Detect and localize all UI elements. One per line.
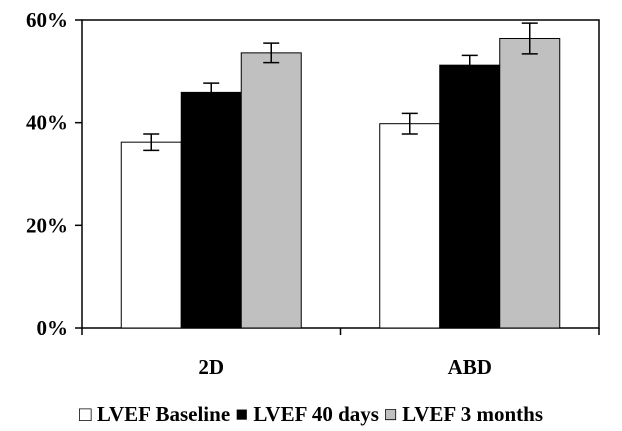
legend-swatch: ■ bbox=[230, 402, 248, 426]
legend-text: □ LVEF Baseline ■ LVEF 40 days ■ LVEF 3 … bbox=[79, 402, 543, 426]
y-tick-label: 0% bbox=[37, 316, 69, 340]
bar bbox=[120, 141, 182, 329]
x-category-label: 2D bbox=[198, 355, 224, 379]
y-tick-label: 60% bbox=[26, 8, 68, 32]
bar bbox=[379, 123, 441, 329]
bar bbox=[439, 64, 501, 329]
x-axis-categories: 2D ABD bbox=[198, 355, 492, 379]
error-bars bbox=[143, 22, 538, 152]
legend-swatch: □ bbox=[79, 402, 92, 426]
legend-label: LVEF Baseline bbox=[92, 402, 230, 426]
legend: □ LVEF Baseline ■ LVEF 40 days ■ LVEF 3 … bbox=[79, 402, 543, 427]
legend-label: LVEF 40 days bbox=[248, 402, 379, 426]
y-tick-label: 40% bbox=[26, 111, 68, 135]
bars bbox=[120, 37, 561, 329]
x-category-label: ABD bbox=[448, 355, 492, 379]
axes bbox=[81, 19, 600, 335]
y-tick-label: 20% bbox=[26, 213, 68, 237]
legend-swatch: ■ bbox=[379, 402, 397, 426]
legend-label: LVEF 3 months bbox=[397, 402, 543, 426]
bar bbox=[240, 52, 302, 329]
y-axis-ticks: 0% 20% 40% 60% bbox=[26, 8, 82, 340]
bar bbox=[180, 91, 242, 329]
bar bbox=[499, 37, 561, 329]
